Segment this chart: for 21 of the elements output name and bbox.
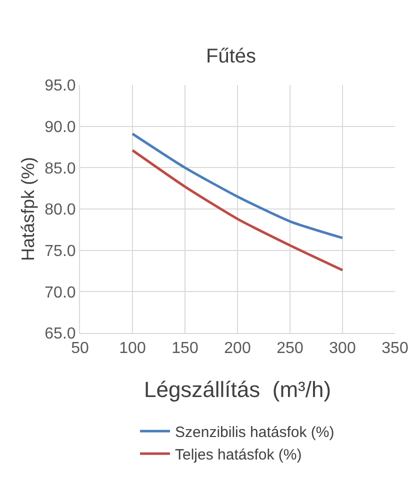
line-series bbox=[131, 132, 344, 240]
y-tick-label: 75.0 bbox=[44, 242, 76, 260]
y-tick-label: 85.0 bbox=[44, 160, 76, 178]
y-tick-label: 95.0 bbox=[44, 78, 76, 95]
chart-title: Fűtés bbox=[206, 45, 256, 68]
line-series bbox=[131, 149, 344, 272]
y-tick-label: 70.0 bbox=[44, 284, 76, 302]
x-tick-label: 150 bbox=[172, 340, 198, 358]
x-axis-title: Légszállítás (m³/h) bbox=[144, 377, 332, 402]
x-tick-label: 50 bbox=[71, 340, 89, 358]
x-tick-label: 350 bbox=[382, 340, 408, 358]
y-tick-label: 90.0 bbox=[44, 118, 76, 136]
legend-label: Teljes hatásfok (%) bbox=[175, 446, 302, 464]
x-tick-label: 200 bbox=[224, 340, 251, 358]
y-tick-label: 65.0 bbox=[44, 326, 76, 343]
legend-label: Szenzibilis hatásfok (%) bbox=[175, 424, 334, 441]
x-tick-label: 300 bbox=[329, 340, 356, 358]
x-tick-label: 250 bbox=[276, 340, 304, 358]
y-axis-title: Hatásfpk (%) bbox=[18, 156, 38, 262]
x-tick-label: 100 bbox=[119, 340, 146, 358]
y-tick-label: 80.0 bbox=[44, 202, 76, 219]
